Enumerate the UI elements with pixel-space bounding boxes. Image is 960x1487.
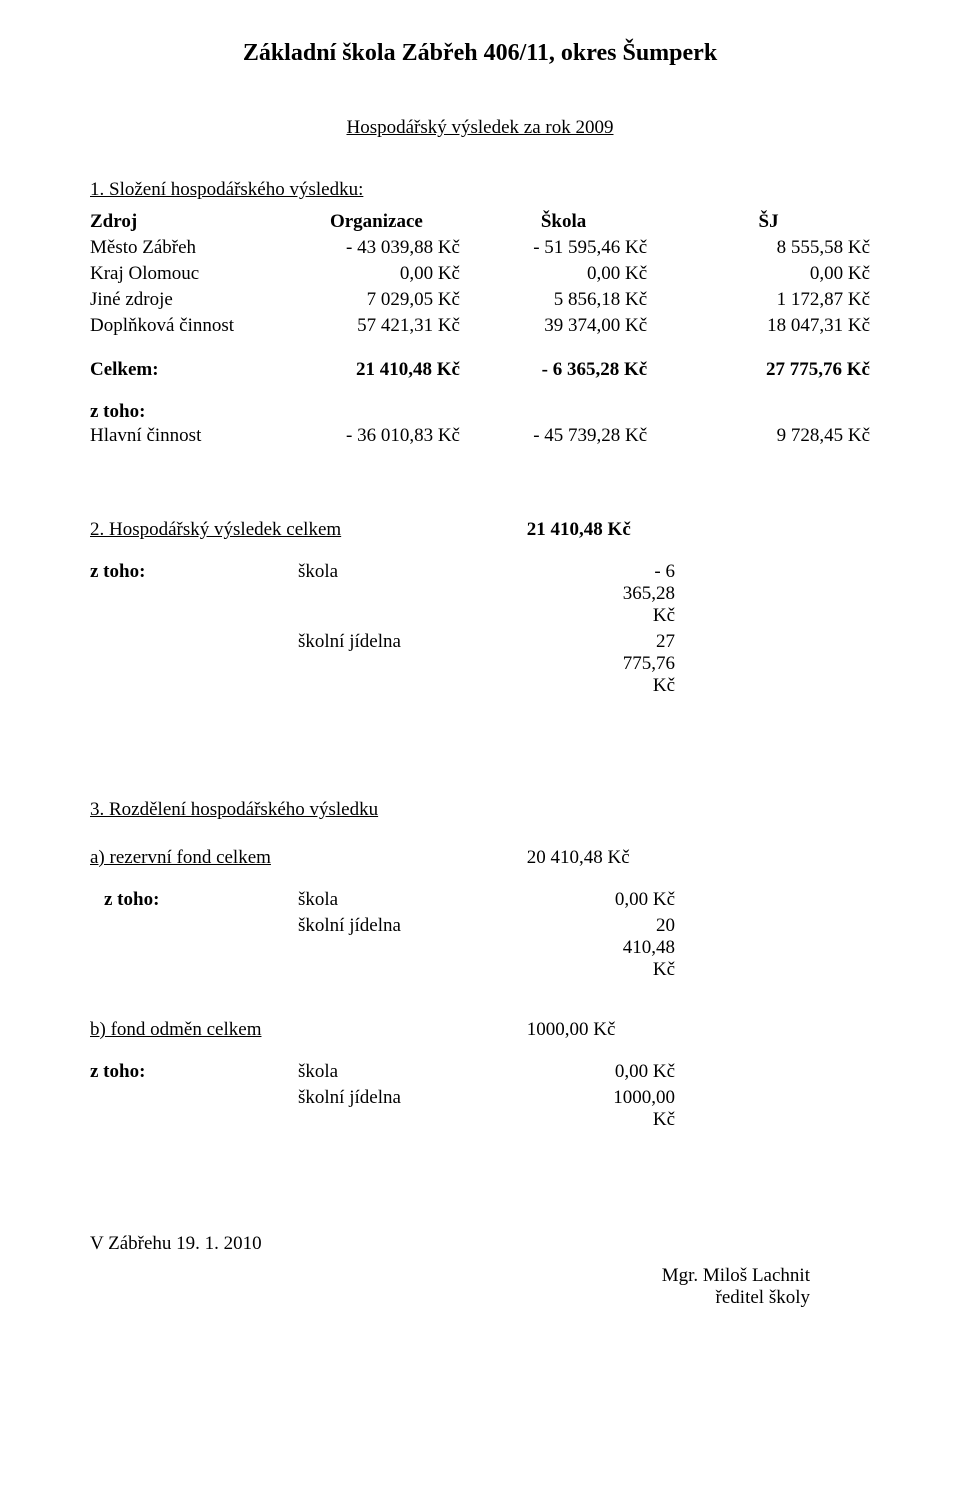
signature-block: Mgr. Miloš Lachnit ředitel školy: [90, 1265, 870, 1309]
col-header: Zdroj: [90, 209, 293, 235]
cell: - 36 010,83 Kč: [293, 423, 480, 449]
table-row: školní jídelna 1000,00 Kč: [90, 1085, 870, 1133]
section1-heading: 1. Složení hospodářského výsledku:: [90, 179, 870, 201]
section3b-rows: z toho: škola 0,00 Kč školní jídelna 100…: [90, 1059, 870, 1133]
row-label: škola: [298, 887, 610, 913]
row-label: školní jídelna: [298, 1085, 610, 1133]
table-row: Hlavní činnost - 36 010,83 Kč - 45 739,2…: [90, 423, 870, 449]
section3b-label: b) fond odměn celkem: [90, 1019, 527, 1041]
cell: 57 421,31 Kč: [293, 313, 480, 339]
cell: 1 172,87 Kč: [667, 287, 870, 313]
section3a-value: 20 410,48 Kč: [527, 847, 870, 869]
row-label: školní jídelna: [298, 629, 610, 699]
cell: 20 410,48 Kč: [610, 913, 870, 983]
cell: 0,00 Kč: [610, 887, 870, 913]
cell: 27 775,76 Kč: [667, 357, 870, 383]
cell: 7 029,05 Kč: [293, 287, 480, 313]
table-row: Město Zábřeh - 43 039,88 Kč - 51 595,46 …: [90, 235, 870, 261]
row-label: Hlavní činnost: [90, 423, 293, 449]
row-label: Doplňková činnost: [90, 313, 293, 339]
cell: 0,00 Kč: [480, 261, 667, 287]
table-row: školní jídelna 20 410,48 Kč: [90, 913, 870, 983]
table-header-row: Zdroj Organizace Škola ŠJ: [90, 209, 870, 235]
cell: 39 374,00 Kč: [480, 313, 667, 339]
table-total-row: Celkem: 21 410,48 Kč - 6 365,28 Kč 27 77…: [90, 357, 870, 383]
section1-ztoho-table: Hlavní činnost - 36 010,83 Kč - 45 739,2…: [90, 423, 870, 449]
row-label: škola: [298, 559, 610, 629]
cell: - 43 039,88 Kč: [293, 235, 480, 261]
table-row: z toho: škola 0,00 Kč: [90, 1059, 870, 1085]
table-row: Kraj Olomouc 0,00 Kč 0,00 Kč 0,00 Kč: [90, 261, 870, 287]
page-title: Základní škola Zábřeh 406/11, okres Šump…: [90, 40, 870, 67]
col-header: ŠJ: [667, 209, 870, 235]
ztoho-label: z toho:: [90, 401, 870, 423]
table-row: Jiné zdroje 7 029,05 Kč 5 856,18 Kč 1 17…: [90, 287, 870, 313]
table-row: z toho: škola 0,00 Kč: [90, 887, 870, 913]
ztoho-label: z toho:: [90, 1059, 298, 1085]
page: Základní škola Zábřeh 406/11, okres Šump…: [0, 0, 960, 1487]
cell: 18 047,31 Kč: [667, 313, 870, 339]
cell: 9 728,45 Kč: [667, 423, 870, 449]
table-row: Doplňková činnost 57 421,31 Kč 39 374,00…: [90, 313, 870, 339]
cell: 1000,00 Kč: [610, 1085, 870, 1133]
date-line: V Zábřehu 19. 1. 2010: [90, 1233, 870, 1255]
cell: 27 775,76 Kč: [610, 629, 870, 699]
col-header: Škola: [480, 209, 667, 235]
cell: - 45 739,28 Kč: [480, 423, 667, 449]
row-label: školní jídelna: [298, 913, 610, 983]
section3a-rows: z toho: škola 0,00 Kč školní jídelna 20 …: [90, 887, 870, 983]
cell: 0,00 Kč: [293, 261, 480, 287]
page-subtitle: Hospodářský výsledek za rok 2009: [90, 117, 870, 139]
section2-total: 21 410,48 Kč: [527, 519, 870, 541]
row-label: škola: [298, 1059, 610, 1085]
section2-rows: z toho: škola - 6 365,28 Kč školní jídel…: [90, 559, 870, 699]
section1-total-table: Celkem: 21 410,48 Kč - 6 365,28 Kč 27 77…: [90, 357, 870, 383]
ztoho-label: z toho:: [90, 887, 298, 913]
cell: 21 410,48 Kč: [293, 357, 480, 383]
table-row: z toho: škola - 6 365,28 Kč: [90, 559, 870, 629]
section3b-value: 1000,00 Kč: [527, 1019, 870, 1041]
row-label: Město Zábřeh: [90, 235, 293, 261]
signature-role: ředitel školy: [90, 1287, 810, 1309]
row-label: Jiné zdroje: [90, 287, 293, 313]
row-label: Kraj Olomouc: [90, 261, 293, 287]
cell: - 51 595,46 Kč: [480, 235, 667, 261]
section3a-label: a) rezervní fond celkem: [90, 847, 527, 869]
col-header: Organizace: [293, 209, 480, 235]
section3-heading: 3. Rozdělení hospodářského výsledku: [90, 799, 870, 821]
section1-table: Zdroj Organizace Škola ŠJ Město Zábřeh -…: [90, 209, 870, 339]
cell: 0,00 Kč: [667, 261, 870, 287]
cell: - 6 365,28 Kč: [480, 357, 667, 383]
cell: 0,00 Kč: [610, 1059, 870, 1085]
table-row: školní jídelna 27 775,76 Kč: [90, 629, 870, 699]
cell: - 6 365,28 Kč: [610, 559, 870, 629]
ztoho-label: z toho:: [90, 559, 298, 629]
cell: 8 555,58 Kč: [667, 235, 870, 261]
section2-heading: 2. Hospodářský výsledek celkem: [90, 519, 527, 541]
total-label: Celkem:: [90, 357, 293, 383]
cell: 5 856,18 Kč: [480, 287, 667, 313]
signature-name: Mgr. Miloš Lachnit: [90, 1265, 810, 1287]
